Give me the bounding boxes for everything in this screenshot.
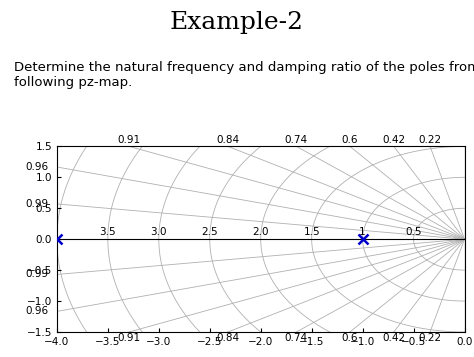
Text: 0.74: 0.74 [285,135,308,145]
Text: 0.74: 0.74 [285,333,308,343]
Text: 0.99: 0.99 [26,199,49,209]
Text: 0.22: 0.22 [419,333,442,343]
Text: 3.5: 3.5 [100,227,116,237]
Text: 0.6: 0.6 [342,333,358,343]
Text: 0.91: 0.91 [118,135,141,145]
Text: 0.91: 0.91 [118,333,141,343]
Text: 0.42: 0.42 [382,135,405,145]
Text: 2.5: 2.5 [201,227,218,237]
Text: 0.6: 0.6 [342,135,358,145]
Text: 0.5: 0.5 [405,227,422,237]
Text: 0.96: 0.96 [26,306,49,316]
Text: 1.5: 1.5 [303,227,320,237]
Text: Determine the natural frequency and damping ratio of the poles from the
followin: Determine the natural frequency and damp… [14,61,474,89]
Text: 2.0: 2.0 [253,227,269,237]
Text: 0.84: 0.84 [216,333,239,343]
Text: 3.0: 3.0 [151,227,167,237]
Text: Example-2: Example-2 [170,11,304,34]
Text: 1: 1 [359,227,366,237]
Text: 0.84: 0.84 [216,135,239,145]
Text: 0.42: 0.42 [382,333,405,343]
Text: 0.22: 0.22 [419,135,442,145]
Text: 0.96: 0.96 [26,162,49,172]
Text: 0.99: 0.99 [26,270,49,280]
